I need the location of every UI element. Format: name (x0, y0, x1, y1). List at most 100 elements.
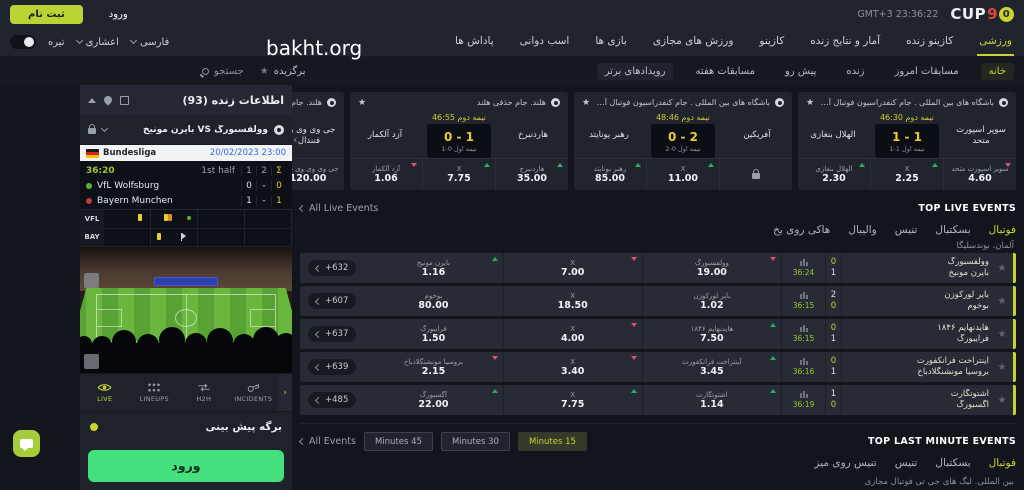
match-row[interactable]: ★ وولفسبورگ بایرن مونیخ 0 1 36:24 وولفسب… (300, 253, 1016, 283)
minutes-15-button[interactable]: Minutes 15 (517, 432, 587, 451)
star-icon[interactable]: ★ (997, 262, 1007, 274)
odd-home[interactable]: هاردنبرخ 35.00 (496, 159, 568, 190)
odd-away[interactable]: بایرن مونیخ 1.16 (364, 253, 504, 283)
nav-item-stats-results[interactable]: آمار و نتایج زنده (810, 35, 881, 47)
favorites-link[interactable]: ★ برگزیده (259, 65, 306, 77)
odd-draw[interactable]: X 18.50 (504, 286, 643, 316)
nav-item-bonuses[interactable]: پاداش ها (455, 35, 494, 47)
tab-lineups[interactable]: LINEUPS (130, 374, 180, 411)
odd-away[interactable]: بوخوم 80.00 (364, 286, 504, 316)
odd-away[interactable]: آگسبورگ 22.00 (364, 385, 504, 415)
odd-away[interactable]: الهلال بنغازی 2.30 (798, 159, 871, 190)
nav-item-horse-racing[interactable]: اسب دوانی (519, 35, 570, 47)
odd-home[interactable]: بایر لورکوزن 1.02 (693, 291, 731, 311)
odds-format-select[interactable]: اعشاری (75, 37, 119, 48)
login-button[interactable]: ورود (88, 449, 284, 482)
odd-draw[interactable]: X 7.00 (504, 253, 643, 283)
tab-table-tennis[interactable]: تنیس روی میز (814, 457, 877, 469)
star-icon[interactable]: ★ (997, 295, 1007, 307)
tab-h2h[interactable]: H2H (179, 374, 229, 411)
star-icon[interactable]: ★ (806, 97, 815, 108)
odd-home[interactable]: هایدنهایم ۱۸۴۶ 7.50 (643, 319, 781, 349)
collapse-icon[interactable] (88, 97, 96, 103)
subnav-item-week-matches[interactable]: مسابقات هفته (695, 65, 755, 77)
featured-match-card[interactable]: هلند. جام حذفی هلند ★ جی وی وی وی فنندال (292, 92, 344, 190)
nav-item-live-casino[interactable]: کازینو زنده (906, 35, 954, 47)
featured-match-card[interactable]: باشگاه های بین المللی . جام کنفدراسیون ف… (574, 92, 792, 190)
more-markets-button[interactable]: +637 (308, 326, 357, 342)
lock-icon[interactable] (88, 124, 96, 134)
more-markets-button[interactable]: +485 (308, 392, 357, 408)
popout-icon[interactable] (120, 95, 129, 105)
stadium-3d-view[interactable] (80, 247, 292, 373)
subnav-item-today[interactable]: مسابقات امروز (894, 65, 959, 77)
search-input[interactable]: جستجو (202, 66, 244, 77)
all-live-events-link[interactable]: All Live Events (298, 203, 378, 214)
star-icon[interactable]: ★ (997, 394, 1007, 406)
star-icon[interactable]: ★ (582, 97, 591, 108)
nav-item-virtual-sports[interactable]: ورزش های مجازی (652, 35, 734, 47)
odd-away[interactable]: فرایبورگ 1.50 (364, 319, 504, 349)
view-toggle-button[interactable] (84, 273, 99, 288)
language-select[interactable]: فارسی (129, 37, 169, 48)
chat-support-button[interactable] (13, 430, 40, 457)
tab-live[interactable]: LIVE (80, 374, 130, 411)
tab-football[interactable]: فوتبال (988, 457, 1016, 469)
brand-logo[interactable]: CUP 9 0 (950, 5, 1014, 23)
carousel-prev-chevron[interactable]: ‹ (293, 133, 298, 146)
odd-draw[interactable]: X 3.40 (504, 352, 643, 382)
subnav-item-top-events[interactable]: رویدادهای برتر (596, 62, 674, 80)
tab-football[interactable]: فوتبال (988, 224, 1016, 236)
tab-basketball[interactable]: بسکتبال (935, 224, 971, 236)
minutes-30-button[interactable]: Minutes 30 (440, 432, 510, 451)
featured-match-card[interactable]: هلند. جام حذفی هلند ★ هاردنبرخ نیمه دوم … (350, 92, 568, 190)
odd-draw[interactable]: X 7.75 (504, 385, 643, 415)
login-link[interactable]: ورود (108, 8, 128, 20)
nav-item-games[interactable]: بازی ها (595, 35, 627, 47)
odd-home[interactable]: وولفسبورگ 19.00 (643, 253, 781, 283)
tab-volleyball[interactable]: والیبال (848, 224, 877, 236)
tab-incidents[interactable]: INCIDENTS (229, 374, 279, 411)
betslip-row[interactable]: برگه پیش بینی (80, 411, 292, 441)
odd-home[interactable]: اشتوتگارت 1.14 (643, 385, 781, 415)
subnav-item-home[interactable]: خانه (980, 62, 1014, 80)
match-row[interactable]: ★ اشتوتگارت آگسبورگ 1 0 36:19 اشتوتگارت 1… (300, 385, 1016, 415)
tab-tennis[interactable]: تنیس (894, 457, 918, 469)
odd-away[interactable]: رهبر یونایتد 85.00 (574, 159, 647, 190)
odd-draw[interactable]: X 11.00 (647, 159, 720, 190)
subnav-item-upcoming[interactable]: پیش رو (785, 65, 817, 77)
featured-match-card[interactable]: باشگاه های بین المللی . جام کنفدراسیون ف… (798, 92, 1016, 190)
all-events-link[interactable]: All Events (298, 436, 356, 447)
nav-item-sports[interactable]: ورزشی (977, 28, 1014, 56)
odd-home[interactable]: سوپر اسپورت متحد 4.60 (944, 159, 1016, 190)
star-icon[interactable]: ★ (358, 97, 367, 108)
more-markets-button[interactable]: +639 (308, 359, 357, 375)
odd-home[interactable]: آینتراخت فرانکفورت 3.45 (643, 352, 781, 382)
odd-away[interactable]: آزد آلکمار 1.06 (350, 159, 423, 190)
match-row[interactable]: ★ آینتراخت فرانکفورت بروسیا مونشنگلادباخ… (300, 352, 1016, 382)
minutes-45-button[interactable]: Minutes 45 (363, 432, 433, 451)
match-row[interactable]: ★ هایدنهایم ۱۸۴۶ فرایبورگ 0 1 36:15 هاید… (300, 319, 1016, 349)
more-markets-button[interactable]: +607 (308, 293, 357, 309)
odd-away[interactable]: بروسیا مونشنگلادباخ 2.15 (364, 352, 504, 382)
more-markets-button[interactable]: +632 (308, 260, 357, 276)
match-selector[interactable]: وولفسبورگ VS بایرن مونیخ (80, 115, 292, 145)
star-icon[interactable]: ★ (997, 328, 1007, 340)
away-team-name: فرایبورگ (956, 334, 989, 344)
star-icon[interactable]: ★ (997, 361, 1007, 373)
next-tab-chevron[interactable]: › (278, 374, 292, 411)
theme-toggle[interactable] (10, 35, 36, 49)
odd-draw[interactable]: X 2.25 (871, 159, 944, 190)
nav-item-casino[interactable]: کازینو (759, 35, 785, 47)
match-row[interactable]: ★ بایر لورکوزن بوخوم 2 0 36:15 بایر لورک… (300, 286, 1016, 316)
tab-basketball[interactable]: بسکتبال (935, 457, 971, 469)
odd-home[interactable]: جی وی وی وی فنندال 120.00 (292, 165, 339, 184)
pin-icon[interactable] (102, 94, 114, 106)
zoom-button[interactable] (84, 354, 99, 369)
odd-draw[interactable]: X 4.00 (504, 319, 643, 349)
register-button[interactable]: ثبت نام (10, 4, 83, 24)
tab-ice-hockey[interactable]: هاکی روی یخ (773, 224, 831, 236)
tab-tennis[interactable]: تنیس (894, 224, 918, 236)
odd-draw[interactable]: X 7.75 (423, 159, 496, 190)
subnav-item-live[interactable]: زنده (846, 65, 865, 77)
